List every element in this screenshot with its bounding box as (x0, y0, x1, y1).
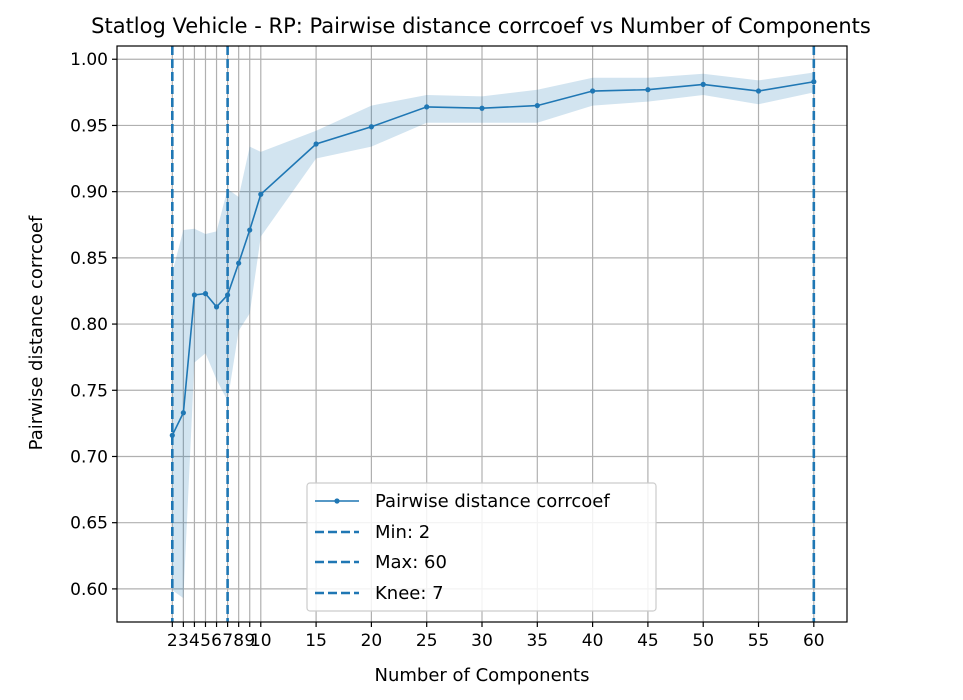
x-tick-label-16: 50 (692, 631, 714, 651)
legend-label-3: Knee: 7 (375, 583, 444, 604)
x-tick-label-0: 2 (167, 631, 178, 651)
y-tick-label-4: 0.80 (70, 315, 108, 335)
data-point-1 (180, 410, 186, 416)
series-line (171, 80, 814, 436)
x-tick-label-6: 8 (233, 631, 244, 651)
x-tick-label-10: 20 (361, 631, 383, 651)
x-tick-label-4: 6 (211, 631, 222, 651)
y-tick-label-7: 0.95 (70, 116, 108, 136)
legend-label-1: Min: 2 (375, 522, 430, 543)
x-tick-label-11: 25 (416, 631, 438, 651)
y-axis-label: Pairwise distance corrcoef (26, 215, 47, 450)
data-point-2 (191, 292, 198, 298)
x-tick-label-3: 5 (200, 631, 211, 651)
y-tick-label-6: 0.90 (70, 183, 108, 203)
data-point-7 (247, 227, 253, 233)
data-point-0 (169, 432, 175, 438)
legend-marker-series (334, 498, 340, 504)
x-tick-label-8: 10 (250, 631, 272, 651)
data-point-3 (202, 291, 209, 297)
data-point-16 (700, 81, 706, 87)
legend-box (306, 482, 657, 612)
data-point-10 (368, 124, 374, 130)
data-point-5 (225, 292, 231, 298)
data-point-11 (424, 104, 430, 110)
data-point-18 (811, 79, 817, 85)
x-tick-label-14: 40 (582, 631, 604, 651)
x-tick-label-18: 60 (803, 631, 825, 651)
legend-label-0: Pairwise distance corrcoef (375, 491, 610, 512)
y-tick-label-2: 0.70 (70, 447, 108, 467)
data-point-14 (590, 88, 596, 94)
x-tick-label-17: 55 (748, 631, 770, 651)
y-tick-label-8: 1.00 (70, 50, 108, 70)
y-tick-label-0: 0.60 (70, 580, 108, 600)
y-tick-label-5: 0.85 (70, 249, 108, 269)
x-tick-label-1: 3 (178, 631, 189, 651)
data-point-8 (258, 191, 264, 197)
x-tick-label-12: 30 (471, 631, 493, 651)
data-point-13 (534, 102, 540, 109)
x-tick-label-7: 9 (244, 631, 255, 651)
data-point-17 (755, 88, 762, 94)
x-axis-label: Number of Components (375, 665, 590, 686)
x-tick-label-13: 35 (526, 631, 548, 651)
legend-label-2: Max: 60 (375, 552, 447, 573)
y-tick-label-3: 0.75 (70, 381, 108, 401)
x-tick-label-9: 15 (305, 631, 327, 651)
chart-title: Statlog Vehicle - RP: Pairwise distance … (91, 14, 871, 38)
data-point-15 (645, 87, 651, 93)
data-point-4 (213, 304, 220, 310)
data-point-9 (313, 141, 319, 147)
x-tick-label-15: 45 (637, 631, 659, 651)
y-tick-label-1: 0.65 (70, 514, 108, 534)
plot-area: 2 3 4 5 6 7 8 910 15 20 25 30 35 40 45 50 55 600.600.650.… (70, 45, 848, 651)
x-tick-label-5: 7 (222, 631, 233, 651)
data-point-12 (479, 105, 485, 111)
legend: Pairwise distance corrcoef Min: 2 Max: 60 K… (306, 482, 657, 612)
data-point-6 (236, 260, 242, 266)
x-tick-label-2: 4 (189, 631, 200, 651)
